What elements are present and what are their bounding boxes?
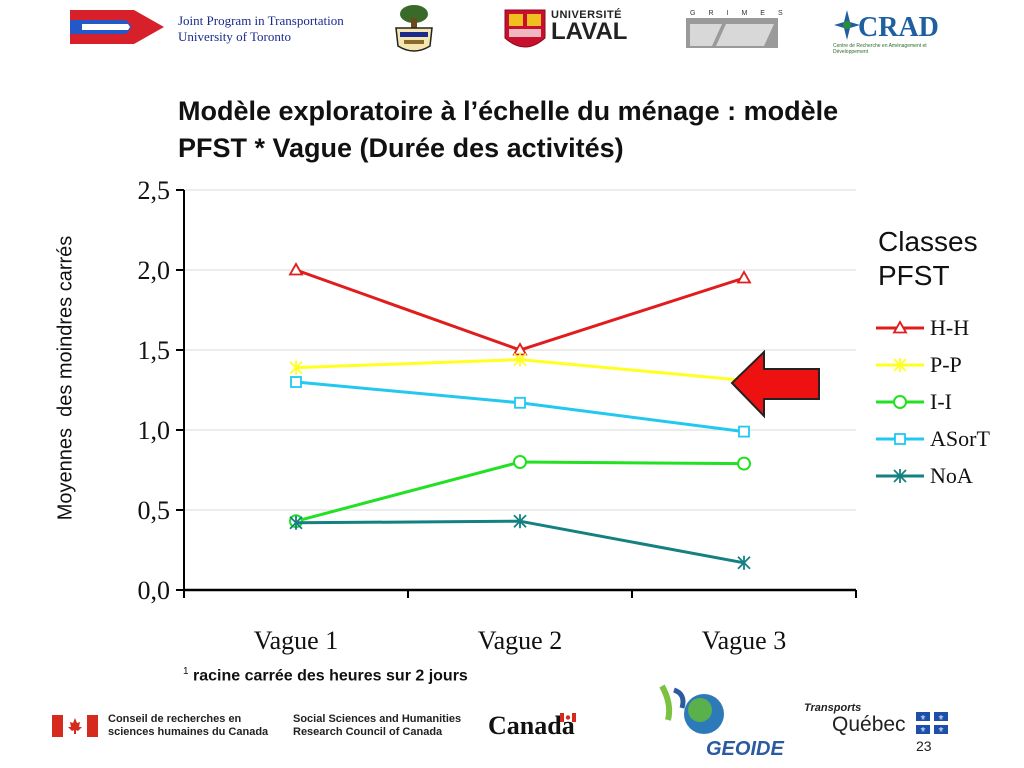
y-tick-label: 0,5 — [138, 496, 171, 525]
series-line-h-h — [295, 268, 745, 352]
axes — [183, 190, 856, 592]
pointer-arrow — [730, 350, 820, 419]
chart-title: Modèle exploratoire à l’échelle du ménag… — [178, 96, 839, 163]
svg-text:⚜: ⚜ — [938, 726, 944, 734]
legend-marker-p-p — [893, 358, 907, 372]
sshrc-english-name: Social Sciences and Humanities Research … — [293, 713, 461, 739]
svg-text:⚜: ⚜ — [920, 726, 926, 734]
grimes-wordmark: GRIMES — [690, 10, 796, 17]
series-h-h — [288, 262, 752, 356]
quebec-flag-icon: ⚜ ⚜ ⚜ ⚜ — [916, 712, 948, 734]
data-point-h-h — [288, 262, 304, 276]
legend-label-i-i: I-I — [930, 389, 952, 414]
geoide-wordmark: GEOIDE — [706, 738, 784, 760]
legend-title-line-2: PFST — [878, 260, 950, 291]
data-point-asort — [514, 396, 526, 409]
legend-label-p-p: P-P — [930, 352, 962, 377]
data-point-p-p — [289, 360, 303, 375]
page-number: 23 — [916, 738, 932, 754]
footnote-marker: 1 — [183, 666, 189, 677]
canada-wordmark-flag-icon — [560, 713, 576, 722]
canada-flag-icon — [52, 715, 98, 737]
data-point-asort — [738, 425, 750, 438]
sshrc-fr-line-2: sciences humaines du Canada — [108, 726, 269, 738]
legend-item-h-h: H-H — [876, 313, 969, 343]
grimes-logo — [686, 18, 778, 48]
crad-subtitle: Centre de Recherche en Aménagement et Dé… — [833, 43, 927, 55]
y-ticks: 0,0 0,5 1,0 1,5 2,0 2,5 — [138, 176, 184, 605]
svg-text:⚜: ⚜ — [920, 714, 926, 722]
footnote: 1 racine carrée des heures sur 2 jours — [183, 666, 468, 685]
data-point-i-i — [737, 456, 751, 471]
legend-label-h-h: H-H — [930, 315, 970, 340]
x-tick-label: Vague 1 — [254, 626, 338, 655]
jpt-text: Joint Program in Transportation Universi… — [178, 13, 344, 45]
legend-item-asort: ASorT — [876, 424, 990, 454]
x-tick-label: Vague 3 — [702, 626, 786, 655]
crad-star-logo — [834, 10, 860, 40]
legend-swatch-asort — [876, 433, 924, 445]
legend-swatch-p-p — [876, 358, 924, 372]
legend-item-i-i: I-I — [876, 387, 952, 417]
legend-swatch-i-i — [876, 395, 924, 409]
legend-marker-asort — [894, 433, 906, 445]
crad-wordmark: CRAD — [858, 12, 939, 43]
uoft-crest-logo — [395, 5, 433, 52]
jpt-line-2: University of Toronto — [178, 29, 291, 44]
data-point-asort — [290, 376, 302, 388]
sshrc-french-name: Conseil de recherches en sciences humain… — [108, 713, 268, 739]
jpt-line-1: Joint Program in Transportation — [178, 13, 344, 28]
data-point-noa — [737, 555, 751, 570]
y-tick-label: 2,0 — [138, 256, 171, 285]
series-group — [288, 262, 752, 570]
laval-wordmark: UNIVERSITÉ LAVAL — [551, 9, 628, 45]
data-point-p-p — [513, 352, 527, 367]
legend-marker-i-i — [893, 395, 907, 409]
series-line-i-i — [295, 460, 745, 523]
legend-title-line-1: Classes — [878, 226, 978, 257]
data-point-h-h — [736, 270, 752, 284]
legend-item-p-p: P-P — [876, 350, 962, 380]
legend-marker-noa — [893, 469, 907, 483]
data-point-noa — [513, 514, 527, 529]
data-point-i-i — [513, 455, 527, 469]
laval-line-1: UNIVERSITÉ — [551, 9, 623, 21]
y-tick-label: 1,5 — [138, 336, 171, 365]
legend-swatch-h-h — [876, 320, 924, 334]
data-point-noa — [289, 515, 303, 530]
laval-crest-logo — [504, 9, 546, 48]
laval-line-2: LAVAL — [551, 18, 628, 45]
legend-label-noa: NoA — [930, 463, 973, 488]
x-tick-label: Vague 2 — [478, 626, 562, 655]
legend-label-asort: ASorT — [930, 426, 990, 451]
y-tick-label: 2,5 — [138, 176, 171, 205]
sshrc-en-line-2: Research Council of Canada — [293, 726, 443, 738]
jpt-arrow-logo — [70, 10, 164, 44]
sshrc-en-line-1: Social Sciences and Humanities — [293, 713, 462, 725]
transports-quebec-line-1: Transports — [804, 702, 862, 714]
legend-item-noa: NoA — [876, 461, 973, 491]
transports-quebec-line-2: Québec — [832, 713, 906, 736]
y-tick-label: 0,0 — [138, 576, 171, 605]
geoide-globe-logo — [659, 684, 724, 734]
sshrc-fr-line-1: Conseil de recherches en — [108, 713, 242, 725]
svg-text:⚜: ⚜ — [938, 714, 944, 722]
footnote-text: racine carrée des heures sur 2 jours — [188, 667, 468, 685]
series-p-p — [289, 352, 751, 388]
legend-swatch-noa — [876, 469, 924, 483]
legend-title: Classes PFST — [878, 225, 1008, 293]
x-ticks: Vague 1 Vague 2 Vague 3 — [183, 590, 857, 655]
series-noa — [289, 514, 751, 570]
series-asort — [290, 376, 750, 438]
y-tick-label: 1,0 — [138, 416, 171, 445]
legend-marker-h-h — [892, 320, 908, 334]
